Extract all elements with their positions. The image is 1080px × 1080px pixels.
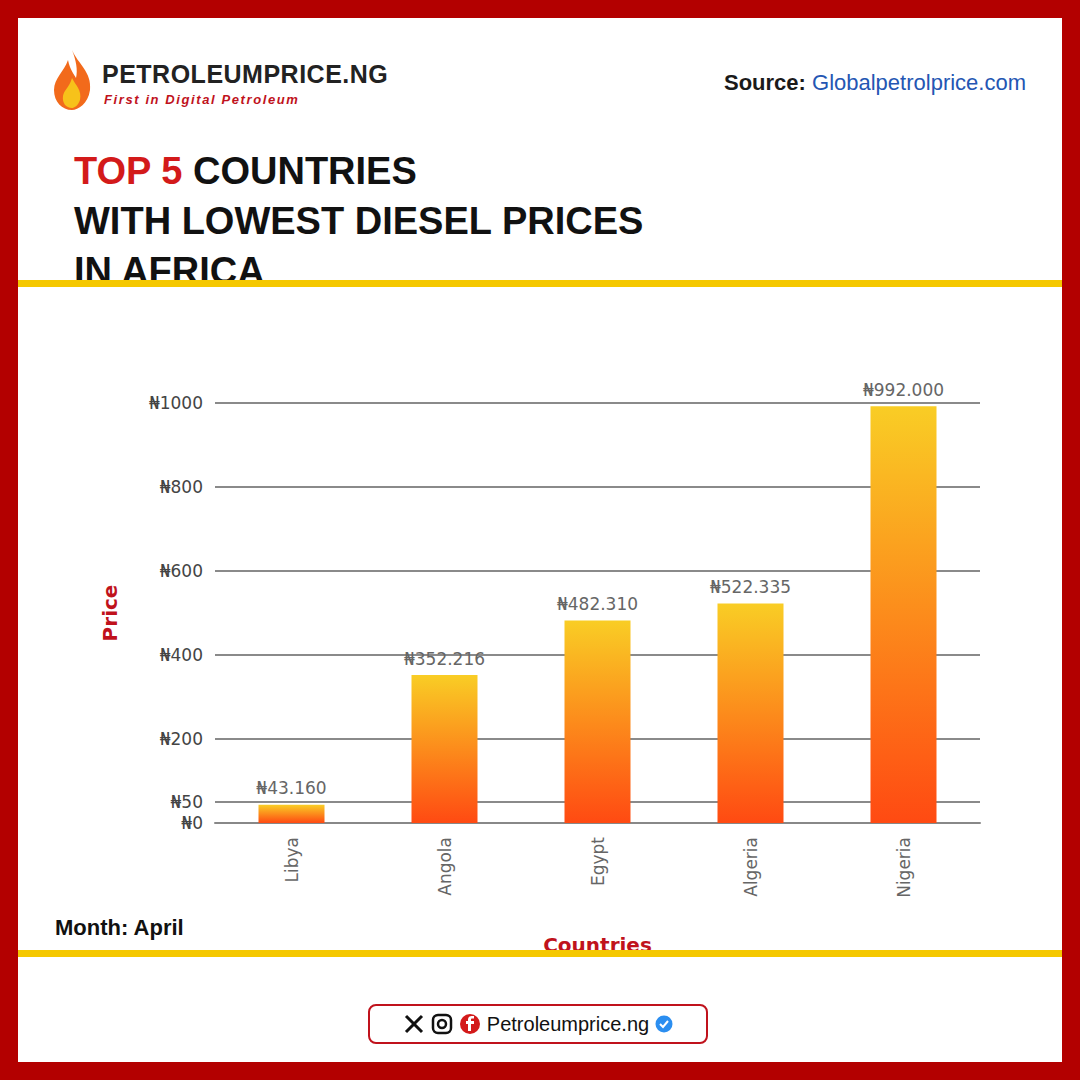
svg-text:₦43.160: ₦43.160 — [256, 778, 326, 798]
svg-text:₦200: ₦200 — [160, 729, 203, 749]
svg-text:₦352.216: ₦352.216 — [404, 649, 485, 669]
svg-text:₦50: ₦50 — [171, 792, 203, 812]
svg-text:Countries: Countries — [543, 933, 652, 957]
svg-text:₦800: ₦800 — [160, 477, 203, 497]
svg-text:₦400: ₦400 — [160, 645, 203, 665]
html-text:Month: April: Month: April — [55, 915, 184, 940]
html-text:First in Digital Petroleum: First in Digital Petroleum — [104, 92, 300, 107]
svg-text:₦0: ₦0 — [181, 813, 203, 833]
html-text:PETROLEUMPRICE.NG: PETROLEUMPRICE.NG — [102, 60, 389, 88]
html-text:Petroleumprice.ng: Petroleumprice.ng — [486, 1012, 650, 1035]
svg-text:₦600: ₦600 — [160, 561, 203, 581]
html-text:IN AFRICA: IN AFRICA — [74, 250, 265, 292]
svg-text:Price: Price — [98, 585, 122, 642]
svg-text:Algeria: Algeria — [741, 837, 761, 897]
svg-text:₦522.335: ₦522.335 — [710, 577, 791, 597]
html-text:WITH LOWEST DIESEL PRICES: WITH LOWEST DIESEL PRICES — [74, 200, 644, 242]
svg-text:₦482.310: ₦482.310 — [557, 594, 638, 614]
svg-text:Egypt: Egypt — [588, 837, 608, 886]
svg-text:Nigeria: Nigeria — [894, 837, 914, 898]
svg-text:₦992.000: ₦992.000 — [863, 380, 944, 400]
html-text:Source: Globalpetrolprice.com: Source: Globalpetrolprice.com — [724, 70, 1026, 95]
html-text:TOP 5 COUNTRIES: TOP 5 COUNTRIES — [74, 150, 417, 192]
svg-text:Libya: Libya — [282, 837, 302, 882]
svg-text:Angola: Angola — [435, 837, 455, 896]
svg-text:₦1000: ₦1000 — [149, 393, 203, 413]
